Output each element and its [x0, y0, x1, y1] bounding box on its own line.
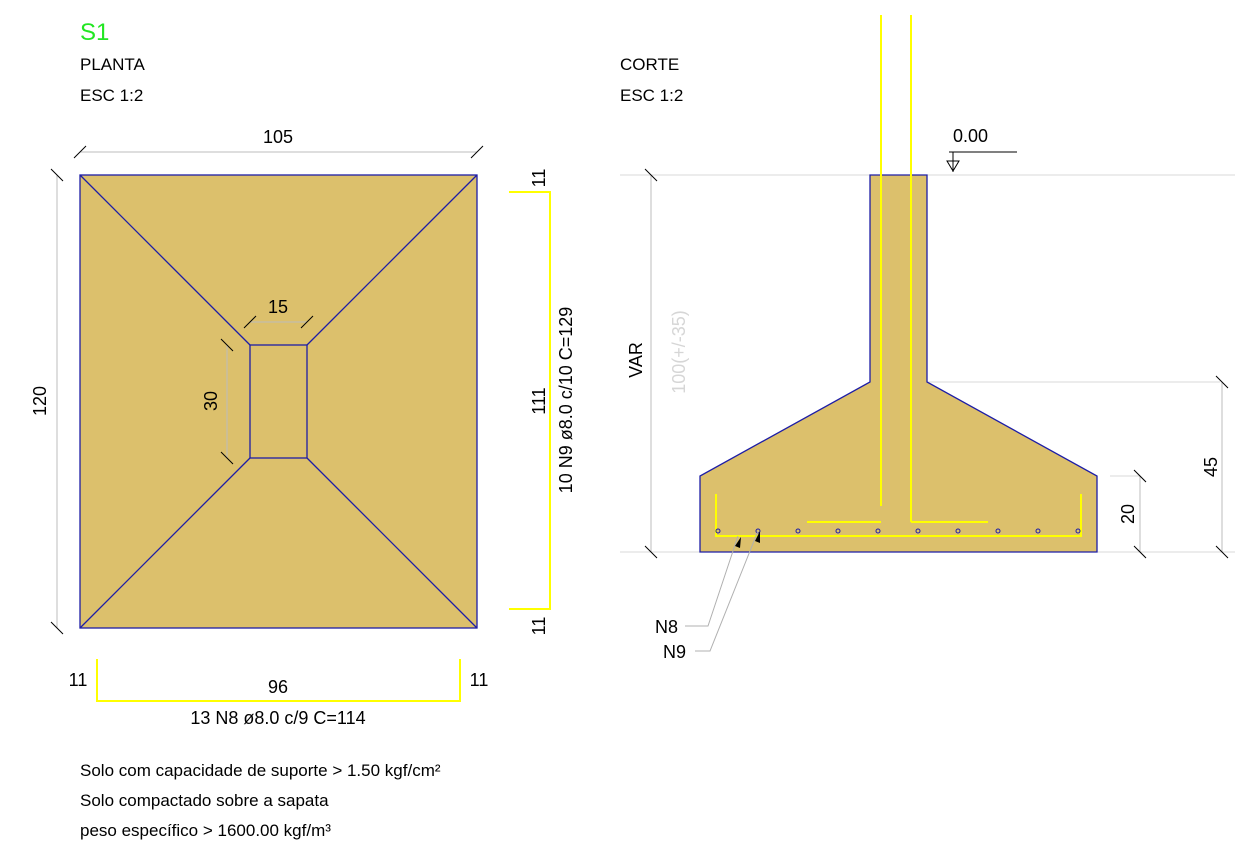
bar-bottom-left-text: 11: [69, 670, 88, 690]
level-arrow-icon: [946, 160, 960, 172]
dim-height-text: 120: [30, 386, 50, 416]
dim-pillar-height-text: 30: [201, 391, 221, 411]
note-soil-capacity: Solo com capacidade de suporte > 1.50 kg…: [80, 761, 441, 780]
rebar-dot: [955, 528, 961, 534]
leader-n9-line: [695, 530, 759, 652]
section-view: 0.00 VAR 100(+/-35) 45 20 N8 N9: [620, 15, 1235, 662]
rebar-dot: [835, 528, 841, 534]
note-soil-compacted: Solo compactado sobre a sapata: [80, 791, 329, 810]
leader-n9-text: N9: [663, 642, 686, 662]
leader-n8-line: [685, 535, 739, 627]
plan-slope-line-br: [306, 457, 478, 629]
plan-slope-line-tr: [306, 174, 478, 346]
dim-total-height-text: 45: [1201, 457, 1221, 477]
bar-right-bottom-text: 11: [529, 617, 549, 636]
bar-bottom-spec-text: 13 N8 ø8.0 c/9 C=114: [190, 708, 365, 728]
leader-n8-text: N8: [655, 617, 678, 637]
bar-right-spec-text: 10 N9 ø8.0 c/10 C=129: [556, 307, 576, 494]
rebar-n8-shape: [96, 659, 461, 702]
plan-pillar-outline: [249, 344, 308, 459]
dim-pillar-width-text: 15: [268, 297, 288, 317]
rebar-dot: [1035, 528, 1041, 534]
section-footing-outline: [699, 174, 1098, 553]
bar-bottom-mid-text: 96: [268, 677, 288, 697]
section-bottom-bar: [715, 494, 1082, 537]
section-rebar-dots: [715, 528, 1081, 534]
rebar-n9-shape: [509, 191, 551, 610]
bar-bottom-right-text: 11: [470, 670, 489, 690]
plan-view: 105 120 15 30 11 111 10 N9 ø8.0 c/10 C=1…: [30, 127, 576, 728]
rebar-dot: [915, 528, 921, 534]
var-value-text: 100(+/-35): [669, 310, 689, 394]
plan-scale: ESC 1:2: [80, 86, 143, 105]
notes: Solo com capacidade de suporte > 1.50 kg…: [80, 761, 441, 840]
rebar-dot: [995, 528, 1001, 534]
section-scale: ESC 1:2: [620, 86, 683, 105]
bar-right-mid-text: 111: [529, 387, 549, 414]
level-text: 0.00: [953, 126, 988, 146]
note-specific-weight: peso específico > 1600.00 kgf/m³: [80, 821, 331, 840]
rebar-dot: [1075, 528, 1081, 534]
var-label-text: VAR: [626, 342, 646, 378]
plan-label: PLANTA: [80, 55, 146, 74]
section-label: CORTE: [620, 55, 679, 74]
leader-n9-arrow-icon: [755, 531, 760, 543]
rebar-dot: [875, 528, 881, 534]
leader-n8-arrow-icon: [735, 537, 741, 548]
plan-slope-line-tl: [79, 174, 251, 346]
rebar-dot: [715, 528, 721, 534]
plan-slope-line-bl: [79, 457, 251, 629]
dim-base-height-text: 20: [1118, 504, 1138, 524]
rebar-dot: [795, 528, 801, 534]
footing-title: S1: [80, 19, 109, 46]
bar-right-top-text: 11: [529, 169, 549, 188]
dim-width-text: 105: [263, 127, 293, 147]
